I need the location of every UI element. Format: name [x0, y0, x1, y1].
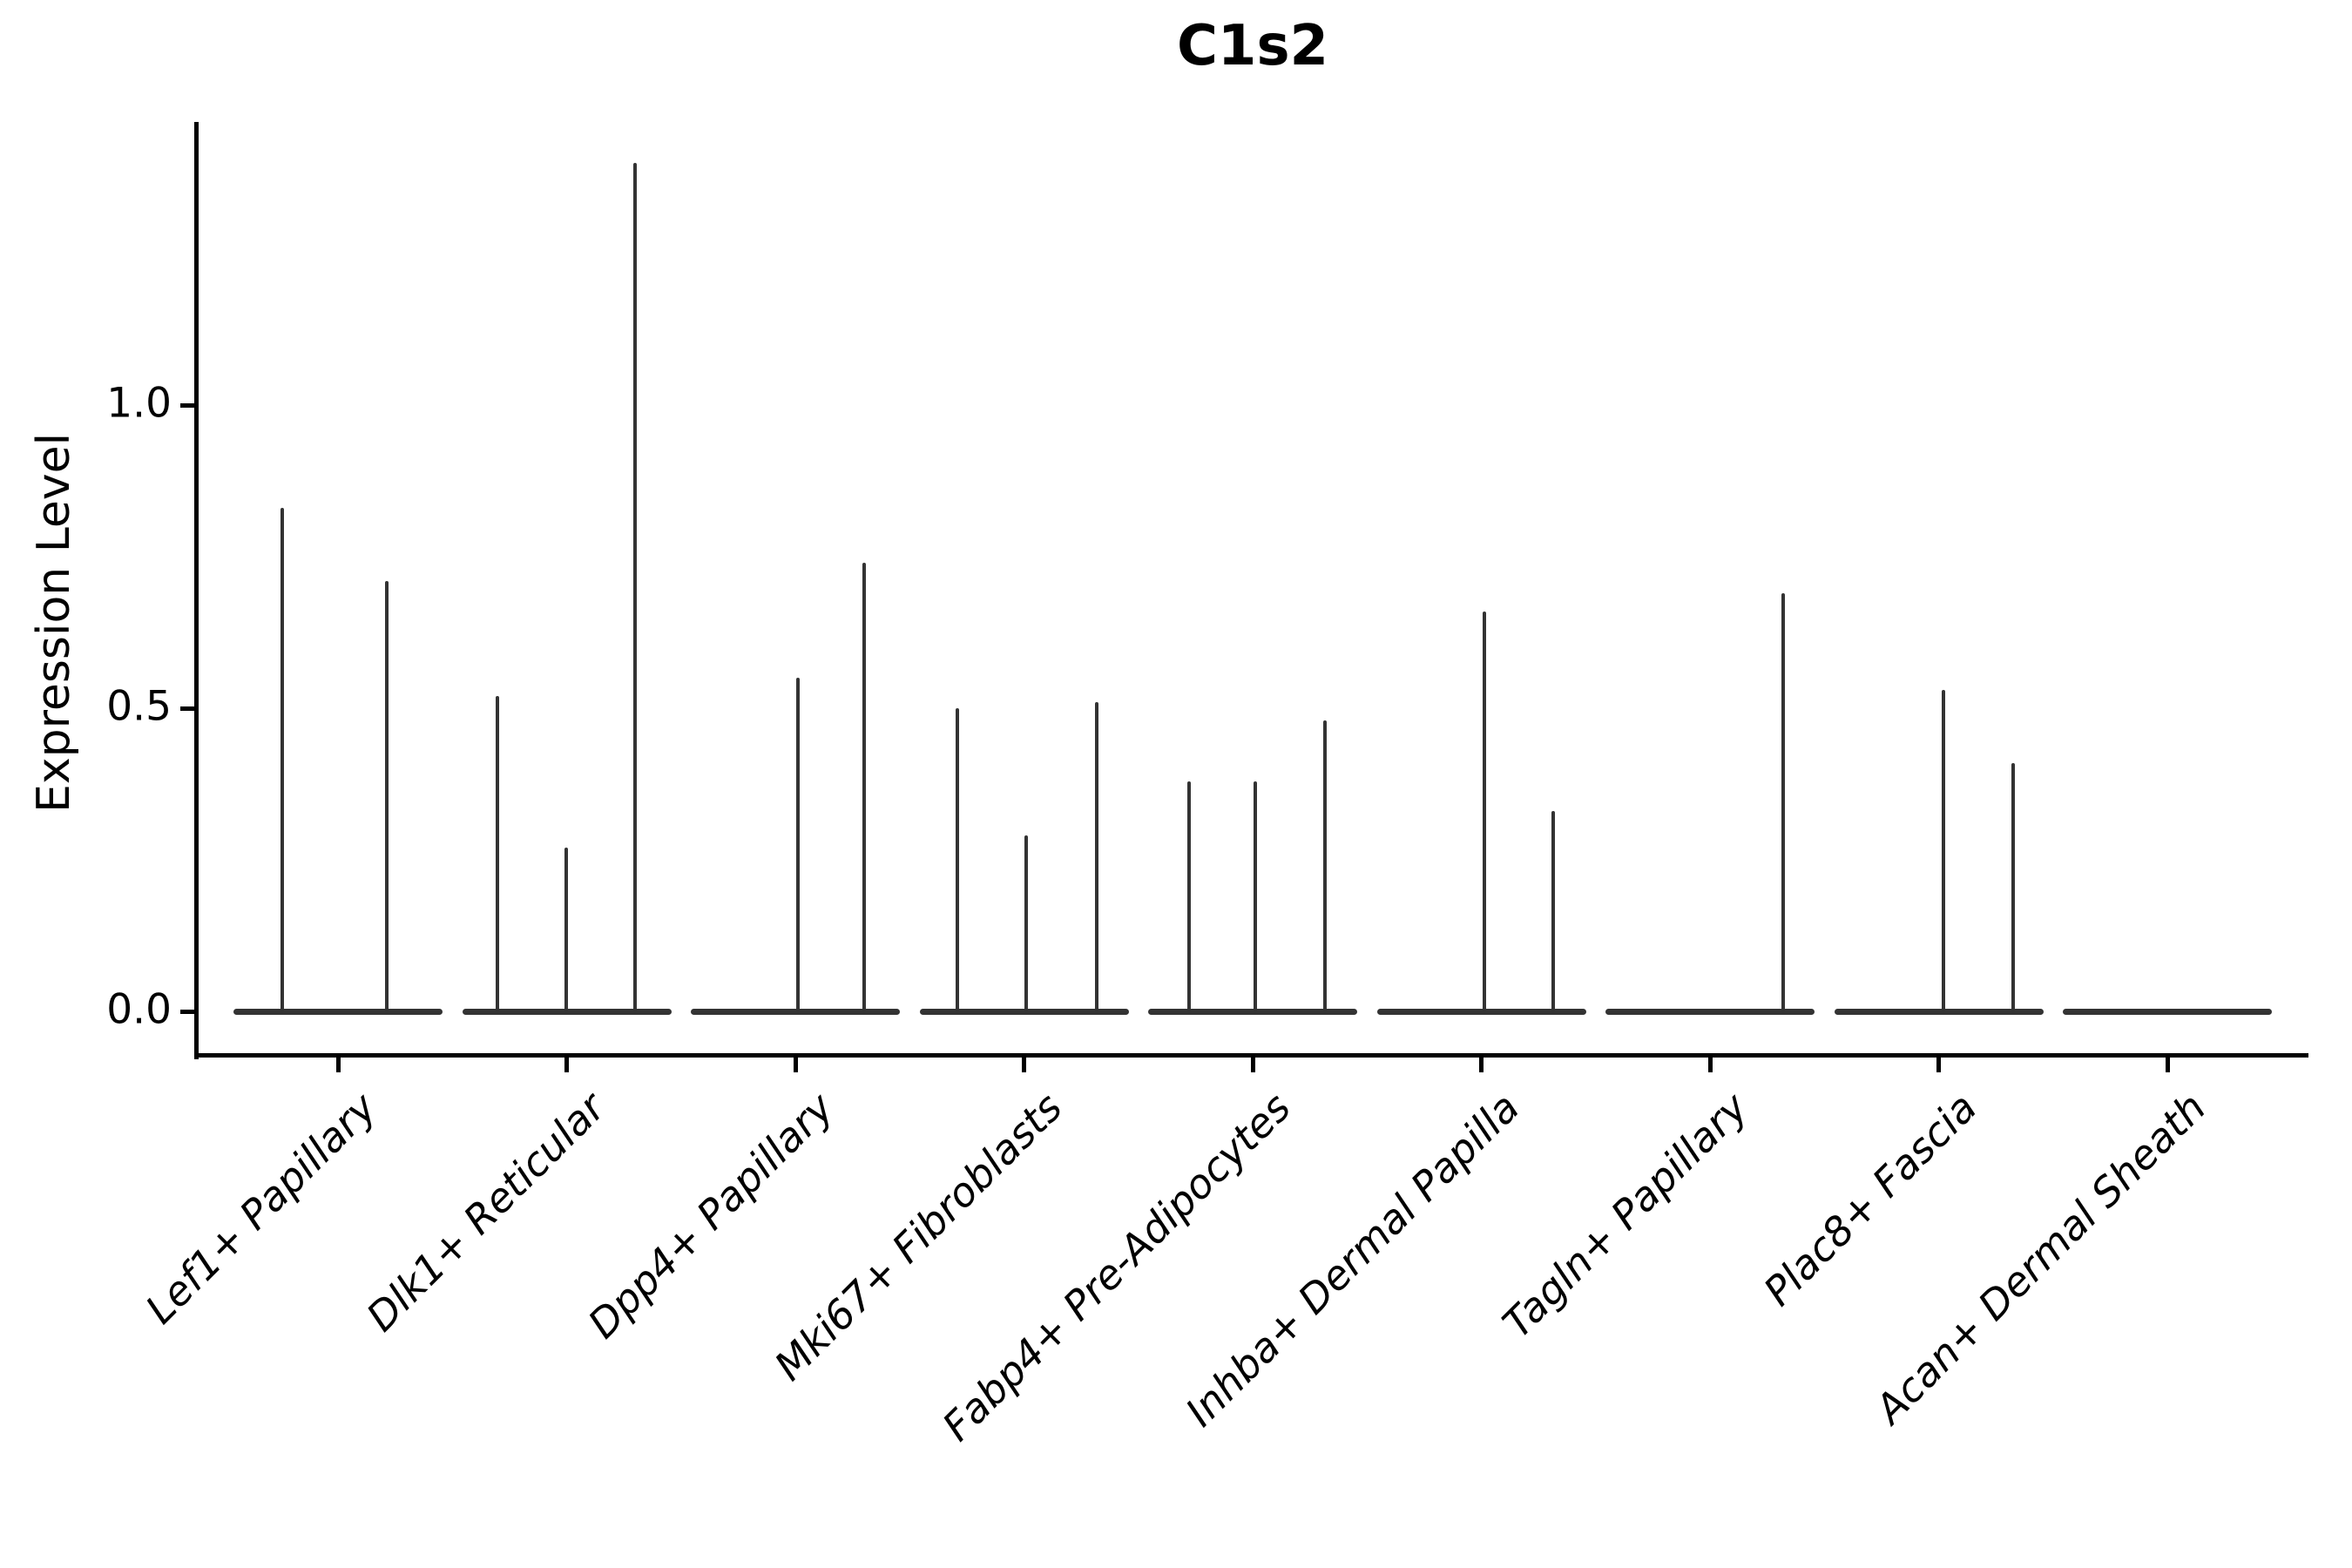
violin-spike: [796, 678, 800, 1013]
x-tick-mark: [1022, 1056, 1026, 1072]
violin-body: [1148, 1008, 1357, 1015]
y-axis-spine: [194, 122, 199, 1059]
x-tick-mark: [1936, 1056, 1941, 1072]
y-tick-mark: [180, 402, 194, 408]
violin-spike: [1781, 592, 1785, 1013]
violin-spike: [1254, 781, 1257, 1013]
violin-body: [1605, 1008, 1815, 1015]
y-tick-mark: [180, 1009, 194, 1014]
violin-body: [1834, 1008, 2044, 1015]
violin-spike: [955, 708, 959, 1013]
violin-spike: [1482, 611, 1486, 1013]
x-tick-mark: [1250, 1056, 1255, 1072]
violin-body: [691, 1008, 900, 1015]
x-tick-label: Tagln+ Papillary: [1493, 1084, 1758, 1348]
x-tick-label: Plac8+ Fascia: [1754, 1084, 1986, 1315]
y-tick-label: 1.0: [106, 379, 172, 428]
x-tick-mark: [564, 1056, 569, 1072]
violin-spike: [1551, 811, 1555, 1013]
violin-spike: [862, 562, 866, 1013]
violin-body: [1376, 1008, 1586, 1015]
x-tick-mark: [2165, 1056, 2170, 1072]
y-tick-label: 0.5: [106, 682, 172, 731]
violin-body: [2063, 1008, 2272, 1015]
y-axis-label: Expression Level: [28, 432, 80, 814]
x-tick-mark: [1479, 1056, 1484, 1072]
plot-title: C1s2: [1176, 14, 1329, 78]
violin-spike: [1094, 702, 1098, 1013]
x-axis-spine: [194, 1053, 2308, 1058]
violin-spike: [385, 580, 389, 1013]
violin-spike: [495, 696, 499, 1013]
violin-spike: [1941, 690, 1945, 1013]
violin-spike: [564, 848, 568, 1013]
y-tick-mark: [180, 706, 194, 711]
x-tick-label: Lef1+ Papillary: [136, 1084, 386, 1333]
x-tick-label: Dlk1+ Reticular: [357, 1084, 614, 1341]
y-tick-label: 0.0: [106, 985, 172, 1034]
x-tick-mark: [335, 1056, 341, 1072]
violin-spike: [1323, 720, 1327, 1013]
violin-spike: [280, 508, 284, 1013]
violin-spike: [1187, 781, 1191, 1013]
x-tick-mark: [1707, 1056, 1713, 1072]
violin-spike: [632, 162, 637, 1013]
x-tick-label: Dpp4+ Papillary: [578, 1084, 843, 1348]
x-tick-mark: [793, 1056, 798, 1072]
violin-body: [233, 1008, 443, 1015]
violin-spike: [2011, 762, 2015, 1013]
violin-spike: [1024, 835, 1028, 1013]
